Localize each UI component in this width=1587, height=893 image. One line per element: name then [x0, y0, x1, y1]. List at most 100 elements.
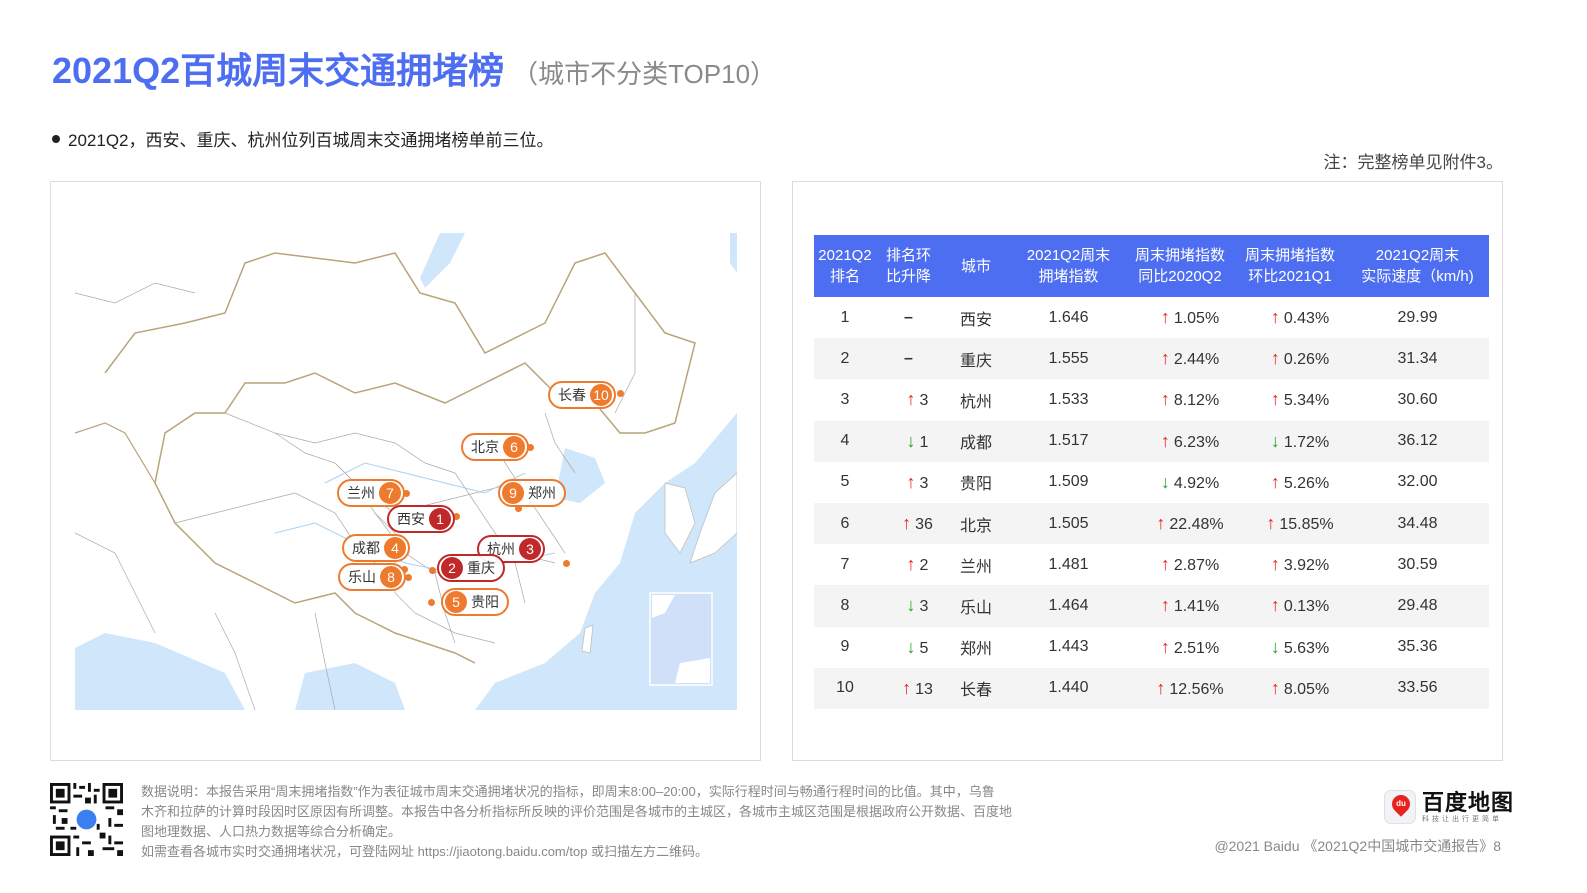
- qoq-cell: ↑ 5.34%: [1270, 389, 1330, 410]
- index-cell: 1.555: [1048, 349, 1089, 367]
- col-yoy-header: 周末拥堵指数 同比2020Q2: [1134, 247, 1225, 285]
- baidu-map-app-icon: du: [1384, 790, 1416, 824]
- city-dot-leshan: [401, 566, 408, 573]
- description-line: 木齐和拉萨的计算时段因时区原因有所调整。本报告中各分析指标所反映的评价范围是各城…: [141, 804, 1013, 819]
- yoy-cell: ↑ 2.44%: [1160, 348, 1220, 369]
- arrow-up-icon: ↑: [1160, 554, 1170, 575]
- city-dot-lanzhou: [403, 490, 410, 497]
- arrow-up-icon: ↑: [1270, 595, 1280, 616]
- arrow-up-icon: ↑: [906, 554, 916, 575]
- arrow-up-icon: ↑: [1270, 348, 1280, 369]
- qoq-cell: ↑ 5.26%: [1270, 471, 1330, 492]
- copyright: @2021 Baidu 《2021Q2中国城市交通报告》8: [1214, 838, 1501, 854]
- city-cell: 乐山: [959, 599, 992, 617]
- city-name: 郑州: [528, 485, 556, 501]
- qoq-cell: ↑ 15.85%: [1266, 513, 1334, 534]
- map-label-xian[interactable]: 西安 1: [387, 505, 455, 533]
- summary-bullet: 2021Q2，西安、重庆、杭州位列百城周末交通拥堵榜单前三位。: [52, 126, 554, 151]
- logo-name: 百度地图: [1422, 789, 1515, 815]
- arrow-down-icon: ↓: [1270, 636, 1280, 657]
- city-name: 兰州: [347, 485, 375, 501]
- arrow-up-icon: ↑: [1160, 348, 1170, 369]
- ranking-table: 2021Q2 排名 排名环 比升降 城市 2021Q2周末 拥堵指数 周末拥堵指数 同比…: [814, 235, 1489, 709]
- map-panel: 长春 10 北京 6 兰州 7 9 郑州 西安 1 成都 4 杭州 3 2 重庆: [50, 181, 761, 761]
- yoy-cell: ↑ 8.12%: [1160, 389, 1220, 410]
- arrow-up-icon: ↑: [1270, 389, 1280, 410]
- col-qoq-header: 周末拥堵指数 环比2021Q1: [1244, 247, 1335, 285]
- china-map: 长春 10 北京 6 兰州 7 9 郑州 西安 1 成都 4 杭州 3 2 重庆: [75, 233, 737, 710]
- arrow-up-icon: ↑: [1156, 513, 1166, 534]
- yoy-cell: ↑ 2.51%: [1160, 636, 1220, 657]
- data-description: 数据说明：本报告采用“周末拥堵指数”作为表征城市周末交通拥堵状况的指标，即周末8…: [141, 782, 1081, 862]
- arrow-up-icon: ↑: [1270, 677, 1280, 698]
- rank-badge: 7: [379, 482, 401, 504]
- index-cell: 1.646: [1048, 308, 1089, 326]
- map-label-guiyang[interactable]: 5 贵阳: [441, 588, 509, 616]
- rank-badge: 4: [384, 537, 406, 559]
- speed-cell: 30.59: [1397, 555, 1438, 573]
- yoy-cell: ↑ 6.23%: [1160, 430, 1220, 451]
- yoy-cell: ↑ 12.56%: [1156, 677, 1224, 698]
- city-cell: 西安: [959, 311, 992, 329]
- city-dot-xian: [453, 513, 460, 520]
- speed-cell: 29.48: [1397, 596, 1438, 614]
- city-name: 贵阳: [471, 594, 499, 610]
- index-cell: 1.505: [1048, 514, 1089, 532]
- rank-badge: 1: [429, 508, 451, 530]
- map-label-beijing[interactable]: 北京 6: [461, 433, 529, 461]
- index-cell: 1.517: [1048, 432, 1089, 450]
- speed-cell: 31.34: [1397, 349, 1438, 367]
- index-cell: 1.481: [1048, 555, 1089, 573]
- rank-change-cell: –: [904, 349, 913, 367]
- arrow-up-icon: ↑: [1270, 471, 1280, 492]
- qoq-cell: ↑ 8.05%: [1270, 677, 1330, 698]
- summary-text: 2021Q2，西安、重庆、杭州位列百城周末交通拥堵榜单前三位。: [68, 131, 554, 150]
- rank-cell: 9: [840, 638, 850, 656]
- table-body: 1 – 西安 1.646 ↑ 1.05% ↑ 0.43% 29.99 2 – 重庆 1.555 ↑ 2.44…: [814, 297, 1489, 709]
- index-cell: 1.464: [1048, 596, 1089, 614]
- col-rank-header: 2021Q2 排名: [818, 247, 872, 285]
- city-name: 北京: [471, 439, 499, 455]
- rank-cell: 1: [840, 308, 850, 326]
- arrow-up-icon: ↑: [902, 677, 912, 698]
- city-dot-changchun: [617, 390, 624, 397]
- yoy-cell: ↑ 1.05%: [1160, 307, 1220, 328]
- note-text: 注：完整榜单见附件3。: [1323, 153, 1503, 172]
- rank-change-cell: ↓ 5: [906, 636, 929, 657]
- map-label-zhengzhou[interactable]: 9 郑州: [498, 479, 566, 507]
- speed-cell: 30.60: [1397, 390, 1438, 408]
- city-cell: 贵阳: [959, 476, 992, 494]
- table-row: 6 ↑ 36 北京 1.505 ↑ 22.48% ↑ 15.85% 34.48: [814, 502, 1489, 545]
- rank-cell: 10: [836, 679, 854, 697]
- rank-cell: 3: [840, 390, 850, 408]
- speed-cell: 36.12: [1397, 432, 1438, 450]
- arrow-down-icon: ↓: [906, 595, 916, 616]
- map-label-hangzhou[interactable]: 杭州 3: [477, 535, 545, 563]
- table-row: 3 ↑ 3 杭州 1.533 ↑ 8.12% ↑ 5.34% 30.60: [814, 379, 1489, 420]
- rank-badge: 6: [503, 436, 525, 458]
- arrow-up-icon: ↑: [1160, 389, 1170, 410]
- map-label-lanzhou[interactable]: 兰州 7: [337, 479, 405, 507]
- city-dot-guiyang: [428, 599, 435, 606]
- rank-cell: 5: [840, 473, 850, 491]
- rank-badge: 2: [441, 557, 463, 579]
- map-label-chengdu[interactable]: 成都 4: [342, 534, 410, 562]
- arrow-down-icon: ↓: [906, 636, 916, 657]
- speed-cell: 33.56: [1397, 679, 1438, 697]
- map-label-changchun[interactable]: 长春 10: [548, 381, 616, 409]
- table-row: 10 ↑ 13 长春 1.440 ↑ 12.56% ↑ 8.05% 33.56: [814, 667, 1489, 709]
- city-name: 成都: [352, 540, 380, 556]
- arrow-up-icon: ↑: [1160, 307, 1170, 328]
- arrow-up-icon: ↑: [902, 513, 912, 534]
- rank-change-cell: ↓ 1: [906, 430, 929, 451]
- arrow-up-icon: ↑: [1270, 554, 1280, 575]
- arrow-up-icon: ↑: [1156, 677, 1166, 698]
- index-cell: 1.443: [1048, 638, 1089, 656]
- arrow-up-icon: ↑: [906, 389, 916, 410]
- map-label-leshan[interactable]: 乐山 8: [338, 563, 406, 591]
- page-title: 2021Q2百城周末交通拥堵榜 （城市不分类TOP10）: [52, 42, 776, 94]
- arrow-up-icon: ↑: [1160, 595, 1170, 616]
- qr-code-icon[interactable]: [50, 783, 123, 856]
- map-label-chongqing[interactable]: 2 重庆: [437, 554, 505, 582]
- rank-badge: 3: [519, 538, 541, 560]
